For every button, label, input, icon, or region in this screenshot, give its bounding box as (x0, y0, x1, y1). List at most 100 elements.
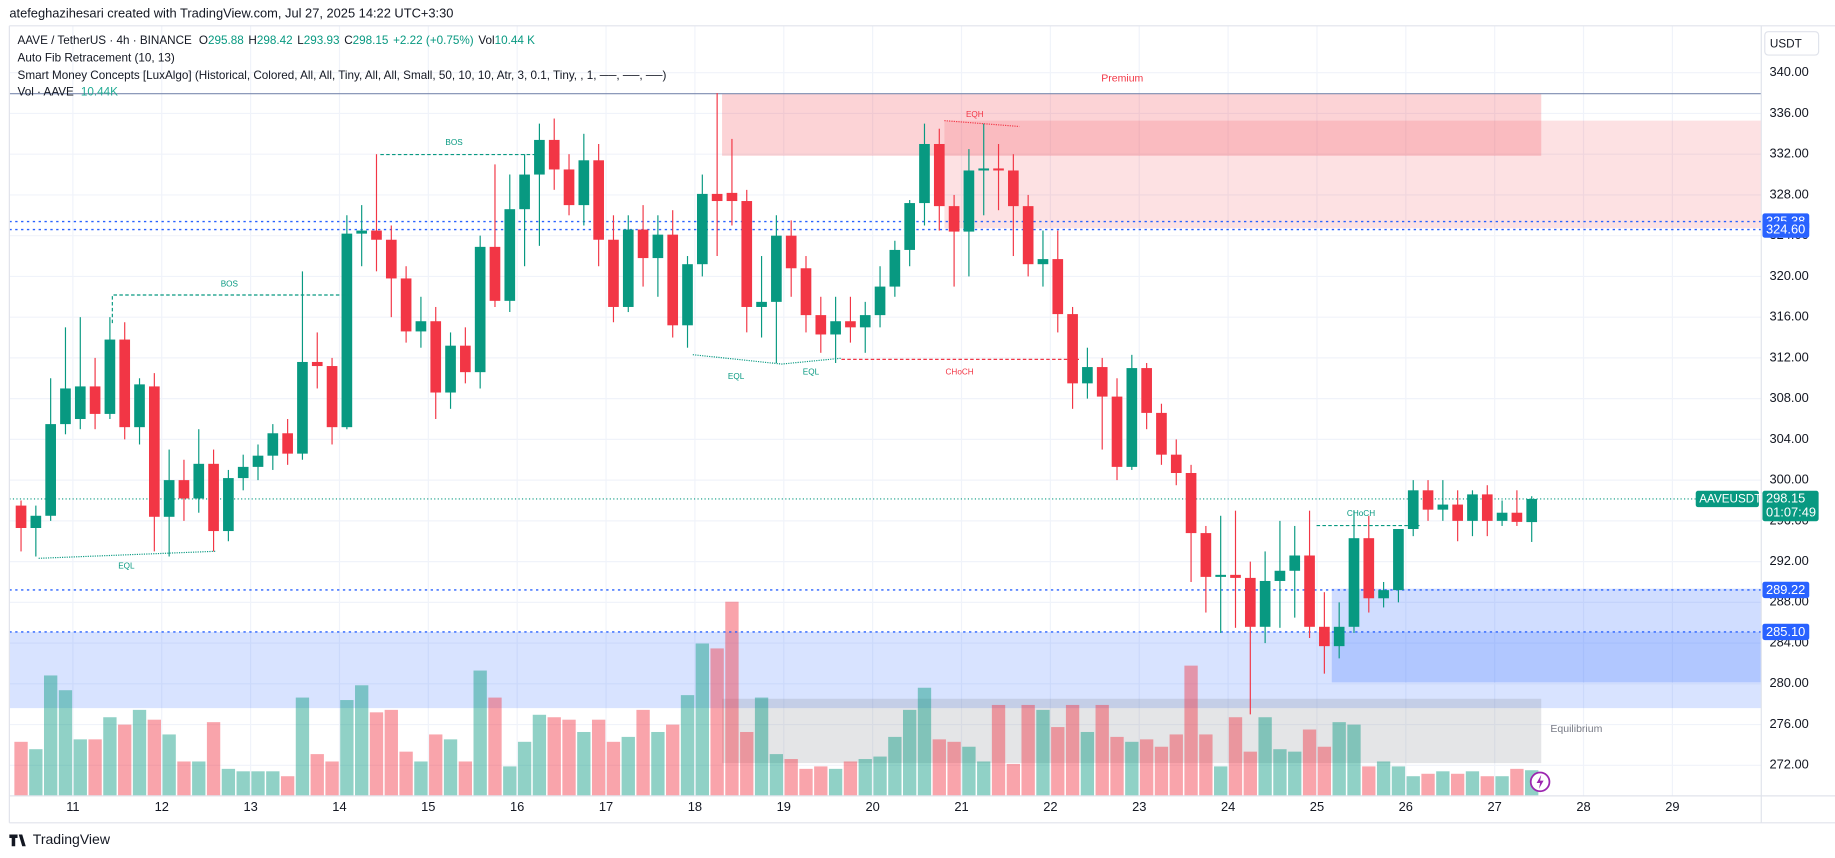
volume-bar (814, 766, 828, 796)
volume-bar (1110, 736, 1124, 796)
candle-body (326, 366, 338, 428)
volume-bar (280, 776, 295, 796)
candle-body (652, 234, 664, 259)
x-tick-label: 28 (1576, 799, 1590, 814)
volume-bar (1139, 739, 1154, 796)
x-tick-label: 25 (1310, 799, 1324, 814)
volume-bar (1273, 749, 1287, 796)
bos-line (111, 294, 349, 324)
candle-body (45, 424, 56, 516)
volume-bar (295, 697, 310, 796)
volume-bar (1436, 771, 1450, 796)
label: H (248, 34, 256, 47)
candle-body (371, 230, 382, 240)
candle-body (1200, 533, 1212, 577)
volume-bar (1288, 751, 1302, 796)
candle-body (830, 321, 841, 335)
candle-body (800, 268, 812, 316)
candle-body (1096, 367, 1108, 397)
zones (9, 93, 1762, 764)
volume-bar (325, 761, 339, 796)
x-tick-label: 24 (1221, 799, 1235, 814)
symbol-tag (1695, 490, 1759, 508)
candle-body (1481, 494, 1493, 521)
volume-bar (1125, 741, 1139, 796)
candle-body (1393, 529, 1404, 591)
volume-bar (799, 768, 813, 796)
last-price-label: 298.15 (1766, 490, 1805, 505)
volume-bar (710, 648, 724, 796)
candle-body (1289, 555, 1301, 571)
candle-body (1008, 170, 1019, 207)
candle-body (563, 169, 575, 206)
volume-bar (399, 751, 413, 796)
annotation: EQL (803, 367, 820, 376)
volume-bar (651, 731, 665, 796)
levels (9, 220, 1762, 633)
price-tag (1762, 623, 1810, 641)
candle-body (519, 174, 530, 210)
volume-bar (1021, 704, 1035, 796)
y-tick-label: 272.00 (1769, 757, 1808, 772)
candle-body (1274, 570, 1286, 581)
candle-body (904, 203, 916, 250)
volume-bar (1214, 766, 1228, 796)
candle-body (193, 463, 205, 499)
currency-label[interactable]: USDT (1770, 38, 1802, 51)
candle-body (1378, 590, 1389, 599)
candle-body (1126, 368, 1138, 467)
x-tick-label: 15 (421, 799, 435, 814)
candle-body (874, 286, 886, 316)
x-tick-label: 20 (865, 799, 879, 814)
price-tag-label: 324.60 (1766, 222, 1805, 237)
candle-body (593, 160, 604, 240)
candle-body (1244, 577, 1256, 627)
symbol: AAVE / TetherUS · 4h · BINANCE (18, 34, 192, 47)
candle-body (1156, 412, 1167, 455)
candle-body (445, 345, 456, 393)
volume-bar (384, 709, 398, 796)
volume-bar (680, 695, 695, 796)
candle-body (1067, 314, 1078, 384)
annotation: Equilibrium (1550, 723, 1602, 735)
volume-bar (369, 712, 384, 796)
annotation: Premium (1101, 72, 1143, 84)
volume-bar (917, 687, 932, 796)
volume-bar (251, 771, 265, 796)
label: C (344, 34, 352, 47)
candle-body (1511, 512, 1523, 522)
x-tick-label: 27 (1488, 799, 1502, 814)
candle-body (1437, 504, 1449, 510)
currency-box[interactable] (1764, 31, 1820, 56)
y-tick-label: 316.00 (1769, 309, 1808, 324)
x-tick-label: 12 (155, 799, 169, 814)
indicator-value: 10.44K (81, 86, 118, 99)
price-tag (1762, 581, 1810, 599)
candle-body (978, 168, 990, 171)
candle-body (1111, 396, 1123, 467)
volume-bar (147, 719, 161, 796)
value: 295.88 (208, 34, 244, 47)
candle-body (60, 388, 71, 425)
volume-bar (858, 759, 872, 796)
indicator: Vol · AAVE 10.44K (18, 86, 119, 99)
volume-bar (355, 685, 369, 796)
candle-body (696, 193, 708, 265)
last-price-tag (1762, 490, 1819, 522)
volume-bar (414, 761, 428, 796)
volume-bar (88, 739, 102, 796)
volume-bar (1391, 766, 1406, 796)
candle-body (1422, 490, 1434, 510)
candle-body (859, 315, 871, 328)
candle-body (771, 235, 782, 302)
volume-bar (1510, 768, 1524, 796)
icon[interactable] (1529, 771, 1551, 793)
brand: TradingView (33, 831, 111, 847)
volume-bar (991, 704, 1006, 796)
candle-body (1170, 454, 1182, 473)
volume-bar (843, 761, 858, 796)
x-tick-label: 14 (332, 799, 346, 814)
candle-body (267, 433, 279, 456)
candles (15, 93, 1538, 715)
candle-body (297, 361, 308, 454)
